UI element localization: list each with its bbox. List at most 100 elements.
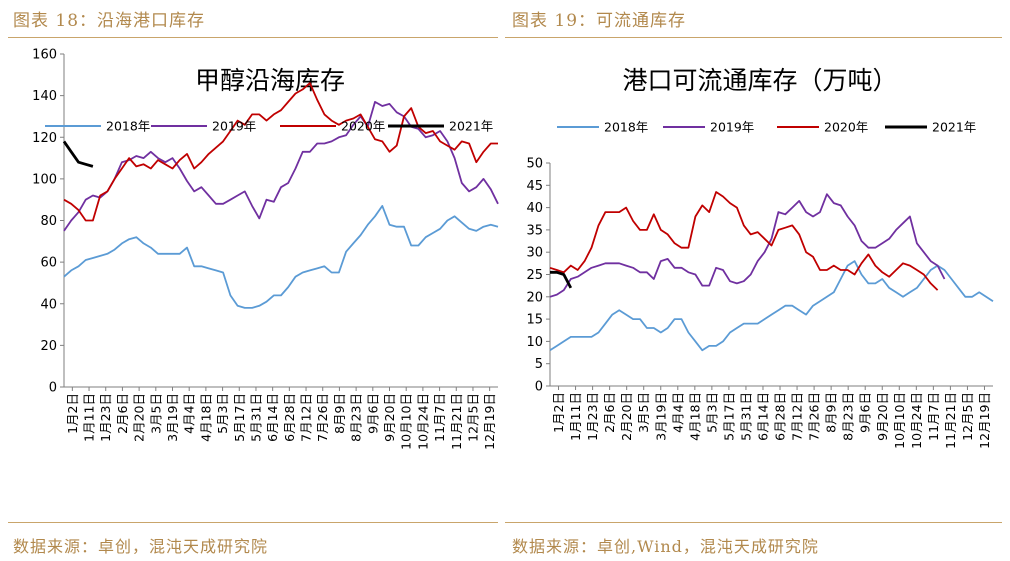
x-tick-label: 5月3日 <box>704 392 719 433</box>
y-tick-label: 0 <box>49 381 57 396</box>
x-tick-label: 10月10日 <box>399 393 414 450</box>
x-tick-label: 4月4日 <box>670 392 685 433</box>
x-tick-label: 6月14日 <box>265 393 280 442</box>
figure-caption-left: 图表 18：沿海港口库存 <box>13 11 206 31</box>
caption-divider-right <box>505 37 1002 38</box>
x-tick-label: 5月31日 <box>738 392 753 441</box>
caption-divider-left <box>8 37 498 38</box>
x-tick-label: 6月28日 <box>773 392 788 441</box>
x-tick-label: 1月23日 <box>98 393 113 442</box>
source-divider-right <box>505 522 1002 523</box>
data-source-right: 数据来源：卓创,Wind，混沌天成研究院 <box>512 537 819 556</box>
y-tick-label: 40 <box>526 201 543 216</box>
series-line-2020年 <box>549 191 939 291</box>
x-tick-label: 3月5日 <box>636 392 651 433</box>
x-tick-label: 6月28日 <box>282 393 297 442</box>
y-tick-label: 120 <box>32 131 57 146</box>
x-tick-label: 9月6日 <box>365 393 380 434</box>
x-tick-label: 4月18日 <box>687 392 702 441</box>
series-line-2018年 <box>549 260 994 352</box>
y-tick-label: 160 <box>32 48 57 63</box>
x-tick-label: 7月12日 <box>299 393 314 442</box>
x-tick-label: 1月2日 <box>65 393 80 434</box>
legend-label: 2020年 <box>341 119 385 134</box>
y-tick-label: 20 <box>40 339 57 354</box>
source-divider-left <box>8 522 498 523</box>
x-tick-label: 1月11日 <box>568 392 583 441</box>
legend-label: 2018年 <box>106 119 150 134</box>
series-line-2020年 <box>63 82 498 222</box>
x-tick-label: 1月11日 <box>82 393 97 442</box>
x-tick-label: 3月19日 <box>165 393 180 442</box>
x-tick-label: 8月23日 <box>841 392 856 441</box>
chart-title: 甲醇沿海库存 <box>195 66 345 95</box>
data-source-left: 数据来源：卓创，混沌天成研究院 <box>13 537 269 556</box>
x-tick-label: 10月24日 <box>909 392 924 449</box>
legend-label: 2021年 <box>932 120 976 135</box>
x-tick-label: 10月10日 <box>892 392 907 449</box>
x-tick-label: 1月23日 <box>585 392 600 441</box>
y-tick-label: 60 <box>40 256 57 271</box>
x-tick-label: 5月31日 <box>248 393 263 442</box>
y-tick-label: 30 <box>526 246 543 261</box>
y-tick-label: 20 <box>526 290 543 305</box>
x-tick-label: 8月9日 <box>824 392 839 433</box>
x-tick-label: 12月5日 <box>465 393 480 442</box>
x-tick-label: 6月14日 <box>755 392 770 441</box>
x-tick-label: 7月26日 <box>315 393 330 442</box>
x-tick-label: 9月20日 <box>382 393 397 442</box>
y-tick-label: 100 <box>32 172 57 187</box>
y-tick-label: 140 <box>32 89 57 104</box>
series-line-2021年 <box>62 140 94 168</box>
y-tick-label: 0 <box>535 380 543 395</box>
y-tick-label: 45 <box>526 179 543 194</box>
x-tick-label: 7月12日 <box>790 392 805 441</box>
x-tick-label: 1月2日 <box>551 392 566 433</box>
port-circulating-inventory-chart: 0 5 10 15 20 25 30 35 40 45 50 1月2日 1月11日 1月23日 2月6日 2月… <box>526 66 994 449</box>
x-tick-label: 2月6日 <box>115 393 130 434</box>
y-tick-label: 5 <box>535 357 543 372</box>
y-tick-label: 10 <box>526 335 543 350</box>
series-line-2019年 <box>63 101 499 232</box>
x-tick-label: 4月18日 <box>198 393 213 442</box>
legend-label: 2021年 <box>449 119 493 134</box>
series-line-2021年 <box>550 270 573 289</box>
x-tick-label: 11月7日 <box>926 392 941 441</box>
x-tick-label: 11月21日 <box>943 392 958 449</box>
x-tick-label: 10月24日 <box>415 393 430 450</box>
legend-label: 2020年 <box>824 120 868 135</box>
x-tick-label: 12月5日 <box>960 392 975 441</box>
x-tick-label: 2月6日 <box>602 392 617 433</box>
x-tick-label: 9月20日 <box>875 392 890 441</box>
series-line-2019年 <box>549 193 946 298</box>
chart-title: 港口可流通库存（万吨） <box>622 66 897 95</box>
x-tick-label: 4月4日 <box>182 393 197 434</box>
legend-label: 2019年 <box>212 119 256 134</box>
x-tick-label: 11月21日 <box>449 393 464 450</box>
x-tick-label: 5月3日 <box>215 393 230 434</box>
x-tick-label: 5月17日 <box>232 393 247 442</box>
x-tick-label: 12月19日 <box>977 392 992 449</box>
y-tick-label: 25 <box>526 268 543 283</box>
x-tick-label: 2月20日 <box>619 392 634 441</box>
series-line-2018年 <box>63 204 499 309</box>
x-tick-label: 8月23日 <box>349 393 364 442</box>
legend-label: 2019年 <box>710 120 754 135</box>
x-tick-label: 7月26日 <box>807 392 822 441</box>
x-tick-label: 11月7日 <box>432 393 447 442</box>
x-tick-label: 5月17日 <box>721 392 736 441</box>
x-tick-label: 8月9日 <box>332 393 347 434</box>
y-tick-label: 35 <box>526 223 543 238</box>
legend-label: 2018年 <box>604 120 648 135</box>
x-tick-label: 2月20日 <box>132 393 147 442</box>
y-tick-label: 15 <box>526 313 543 328</box>
x-tick-label: 3月5日 <box>148 393 163 434</box>
figure-caption-right: 图表 19：可流通库存 <box>512 11 687 31</box>
y-tick-label: 50 <box>526 157 543 172</box>
x-tick-label: 9月6日 <box>858 392 873 433</box>
x-tick-label: 3月19日 <box>653 392 668 441</box>
x-tick-label: 12月19日 <box>482 393 497 450</box>
y-tick-label: 80 <box>40 214 57 229</box>
y-tick-label: 40 <box>40 297 57 312</box>
